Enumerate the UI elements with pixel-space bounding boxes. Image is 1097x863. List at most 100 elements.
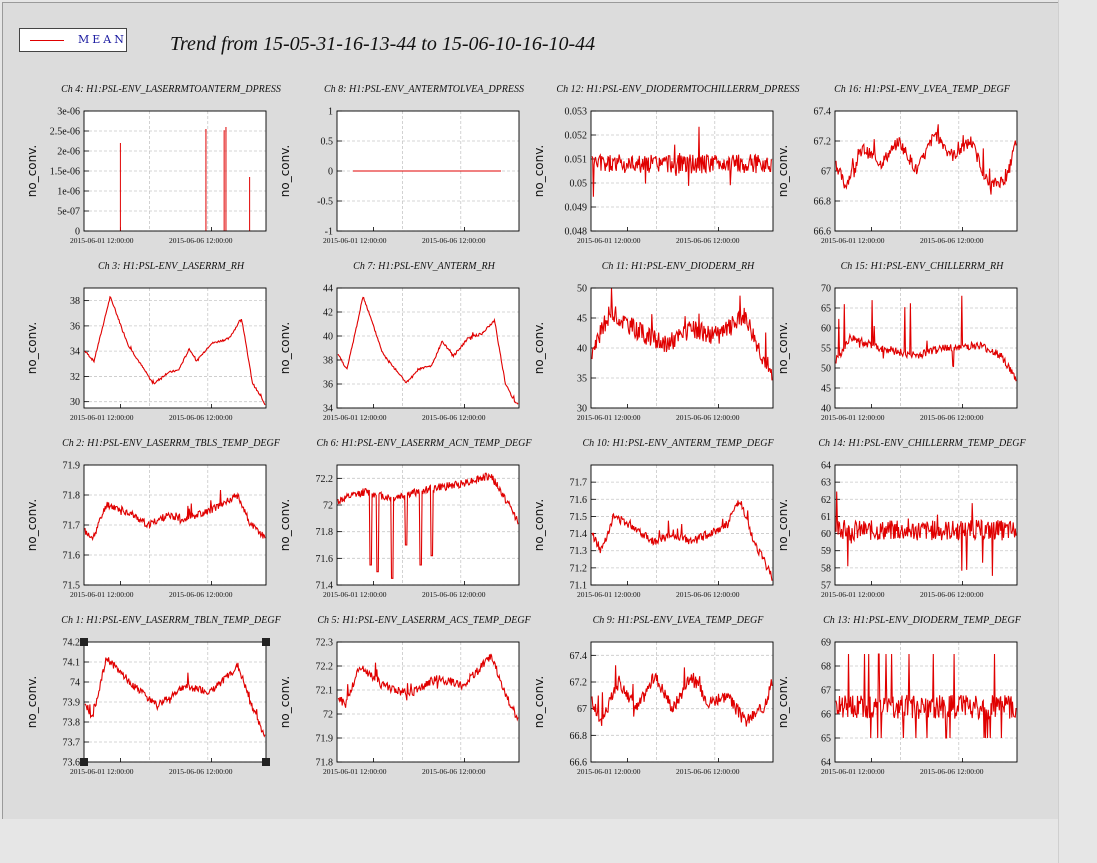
y-tick-label: -0.5	[317, 197, 333, 208]
trend-plot: Ch 14: H1:PSL-ENV_CHILLERRM_TEMP_DEGF 57 5…	[776, 438, 1026, 599]
trend-plot: Ch 7: H1:PSL-ENV_ANTERM_RH 34 36 38 40 42 44 20…	[278, 261, 520, 422]
y-tick-label: 66.8	[570, 731, 588, 742]
y-tick-label: 67.2	[814, 137, 832, 148]
legend: MEAN	[19, 28, 127, 52]
y-tick-label: 71.4	[570, 529, 588, 540]
plot-frame	[834, 287, 1018, 409]
y-tick-label: 1.5e-06	[50, 167, 80, 178]
y-tick-label: 71.9	[316, 734, 334, 745]
y-tick-label: 60	[821, 529, 831, 540]
plot-frame	[336, 110, 520, 232]
selection-handle	[262, 758, 270, 766]
x-tick-label: 2015-06-01 12:00:00	[577, 590, 641, 599]
y-tick-label: 66.6	[570, 758, 588, 769]
y-axis-label: no_conv.	[532, 322, 546, 374]
plot-title: Ch 11: H1:PSL-ENV_DIODERM_RH	[602, 261, 755, 272]
plot-title: Ch 13: H1:PSL-ENV_DIODERM_TEMP_DEGF	[823, 615, 1022, 626]
x-tick-label: 2015-06-06 12:00:00	[920, 767, 984, 776]
y-tick-label: 67	[577, 704, 587, 715]
y-tick-label: 0.05	[570, 179, 588, 190]
y-tick-label: 62	[821, 495, 831, 506]
x-tick-label: 2015-06-01 12:00:00	[323, 590, 387, 599]
trend-plot: Ch 5: H1:PSL-ENV_LASERRM_ACS_TEMP_DEGF 71…	[278, 615, 532, 776]
y-tick-label: 71.7	[63, 521, 81, 532]
data-line	[591, 500, 773, 581]
y-axis-label: no_conv.	[532, 145, 546, 197]
y-tick-label: 2.5e-06	[50, 127, 80, 138]
y-tick-label: 1	[328, 107, 333, 118]
plot-frame	[336, 287, 520, 409]
plot-frame	[590, 464, 774, 586]
y-tick-label: 71.8	[316, 527, 334, 538]
x-tick-label: 2015-06-01 12:00:00	[323, 236, 387, 245]
plot-frame	[834, 464, 1018, 586]
y-axis-label: no_conv.	[776, 322, 790, 374]
selection-handle	[80, 758, 88, 766]
y-tick-label: 44	[323, 284, 333, 295]
y-tick-label: 65	[821, 734, 831, 745]
y-tick-label: 74.2	[63, 638, 81, 649]
plot-title: Ch 5: H1:PSL-ENV_LASERRM_ACS_TEMP_DEGF	[317, 615, 531, 626]
y-axis-label: no_conv.	[776, 499, 790, 551]
y-tick-label: 0.048	[565, 227, 588, 238]
y-tick-label: 71.8	[63, 491, 81, 502]
x-tick-label: 2015-06-01 12:00:00	[323, 413, 387, 422]
x-tick-label: 2015-06-06 12:00:00	[422, 236, 486, 245]
x-tick-label: 2015-06-01 12:00:00	[70, 236, 134, 245]
y-tick-label: 71.2	[570, 563, 588, 574]
data-line	[84, 657, 266, 738]
trend-plot: Ch 3: H1:PSL-ENV_LASERRM_RH 30 32 34 36 38 201…	[25, 261, 267, 422]
y-tick-label: 40	[323, 332, 333, 343]
y-tick-label: 71.7	[570, 478, 588, 489]
y-tick-label: 0.051	[565, 155, 588, 166]
y-tick-label: 0.049	[565, 203, 588, 214]
plot-area	[337, 465, 519, 585]
x-tick-label: 2015-06-01 12:00:00	[70, 590, 134, 599]
y-tick-label: 60	[821, 324, 831, 335]
y-axis-label: no_conv.	[25, 499, 39, 551]
y-tick-label: 50	[577, 284, 587, 295]
y-tick-label: 40	[577, 344, 587, 355]
trend-plot: Ch 4: H1:PSL-ENV_LASERRMTOANTERM_DPRESS 0…	[25, 84, 281, 245]
data-line	[835, 295, 1017, 382]
data-line	[337, 472, 519, 579]
trend-plot: Ch 2: H1:PSL-ENV_LASERRM_TBLS_TEMP_DEGF 7…	[25, 438, 281, 599]
x-tick-label: 2015-06-06 12:00:00	[920, 590, 984, 599]
trend-plot: Ch 16: H1:PSL-ENV_LVEA_TEMP_DEGF 66.6 66.8…	[776, 84, 1018, 245]
data-line	[591, 665, 773, 727]
y-tick-label: 67.4	[814, 107, 832, 118]
y-tick-label: 66.8	[814, 197, 832, 208]
plot-frame	[83, 110, 267, 232]
y-tick-label: 72	[323, 501, 333, 512]
legend-line-swatch	[30, 40, 64, 41]
trend-plot: Ch 9: H1:PSL-ENV_LVEA_TEMP_DEGF 66.6 66.8 6…	[532, 615, 774, 776]
plot-title: Ch 4: H1:PSL-ENV_LASERRMTOANTERM_DPRESS	[61, 84, 281, 95]
y-tick-label: 42	[323, 308, 333, 319]
data-line	[84, 489, 266, 542]
x-tick-label: 2015-06-01 12:00:00	[821, 236, 885, 245]
y-tick-label: 63	[821, 478, 831, 489]
plot-frame	[834, 641, 1018, 763]
y-tick-label: 71.1	[570, 581, 588, 592]
y-tick-label: 0	[328, 167, 333, 178]
trend-plot: Ch 1: H1:PSL-ENV_LASERRM_TBLN_TEMP_DEGF 7…	[25, 615, 282, 776]
y-tick-label: 70	[821, 284, 831, 295]
y-tick-label: 67.4	[570, 651, 588, 662]
y-axis-label: no_conv.	[278, 676, 292, 728]
scrollbar-area[interactable]	[1058, 0, 1097, 863]
y-tick-label: 71.4	[316, 581, 334, 592]
plot-frame	[834, 110, 1018, 232]
y-tick-label: 1e-06	[57, 187, 80, 198]
y-tick-label: 59	[821, 546, 831, 557]
x-tick-label: 2015-06-06 12:00:00	[169, 767, 233, 776]
plot-frame	[590, 287, 774, 409]
x-tick-label: 2015-06-06 12:00:00	[169, 413, 233, 422]
x-tick-label: 2015-06-01 12:00:00	[577, 767, 641, 776]
y-tick-label: 55	[821, 344, 831, 355]
x-tick-label: 2015-06-01 12:00:00	[821, 767, 885, 776]
y-axis-label: no_conv.	[25, 322, 39, 374]
plot-frame	[590, 641, 774, 763]
x-tick-label: 2015-06-06 12:00:00	[169, 590, 233, 599]
selection-handle	[80, 638, 88, 646]
y-axis-label: no_conv.	[278, 145, 292, 197]
